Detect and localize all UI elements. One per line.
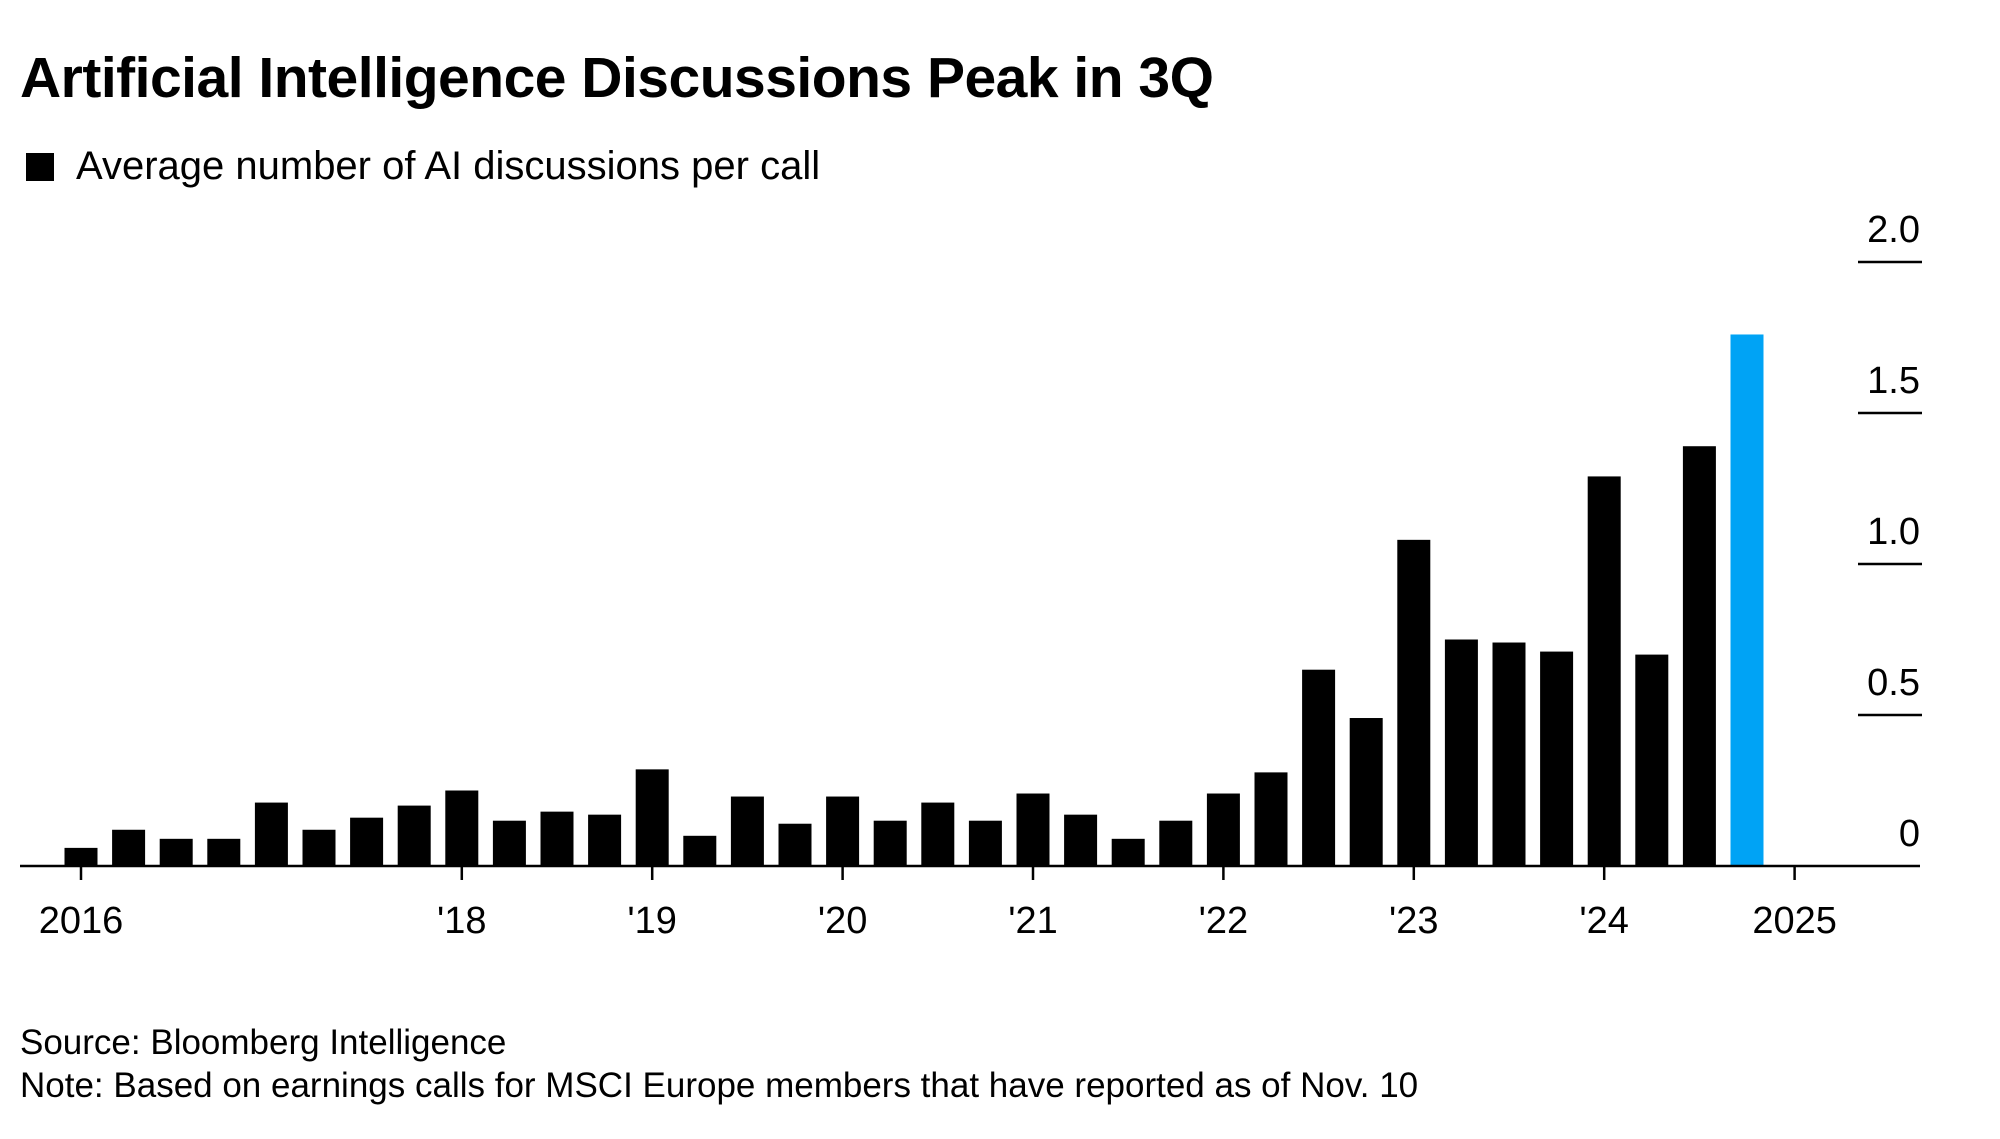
- y-tick-label: 1.5: [1867, 360, 1920, 402]
- bar: [778, 823, 812, 866]
- y-axis: 0 0.5 1.0 1.5 2.0: [1858, 209, 1922, 855]
- footnote: Note: Based on earnings calls for MSCI E…: [20, 1066, 1419, 1105]
- bar: [112, 829, 146, 866]
- bar: [1444, 639, 1478, 866]
- bar: [730, 796, 764, 866]
- bar: [1540, 651, 1574, 866]
- bar: [1397, 539, 1431, 866]
- bar: [1016, 793, 1050, 866]
- bar-chart: 00.51.01.52.0 2016'18'19'20'21'22'23'24 2…: [20, 209, 1922, 942]
- bar: [445, 790, 479, 866]
- bar: [1302, 669, 1336, 866]
- bar: [254, 802, 288, 866]
- bar: [873, 820, 907, 866]
- x-tick-label: '22: [1199, 900, 1249, 942]
- bar: [159, 838, 193, 866]
- chart-title: Artificial Intelligence Discussions Peak…: [20, 46, 1214, 110]
- x-tick-label: 2016: [39, 900, 124, 942]
- bar: [1492, 642, 1526, 866]
- bar: [1254, 772, 1288, 866]
- x-tick-label: '18: [437, 900, 487, 942]
- bar: [826, 796, 860, 866]
- x-tick-label: '20: [818, 900, 868, 942]
- x-axis: 2016 '18 '19 '20 '21 '22 '23 '24 2025: [39, 866, 1837, 942]
- x-tick-label: 2025: [1752, 900, 1837, 942]
- x-tick-label: '24: [1579, 900, 1629, 942]
- x-tick-label: '23: [1389, 900, 1439, 942]
- y-tick-label: 0: [1899, 813, 1920, 855]
- bar: [1587, 476, 1621, 866]
- bar: [635, 769, 669, 866]
- y-tick-label: 2.0: [1867, 209, 1920, 251]
- bar: [350, 817, 384, 866]
- bar: [1159, 820, 1193, 866]
- bar: [1635, 654, 1669, 866]
- bar: [207, 838, 241, 866]
- legend-swatch: [26, 152, 54, 181]
- bar: [1682, 446, 1716, 866]
- bar: [64, 847, 98, 866]
- legend-label: Average number of AI discussions per cal…: [76, 144, 821, 188]
- bar: [588, 814, 622, 866]
- legend: Average number of AI discussions per cal…: [26, 144, 820, 189]
- bar: [1349, 718, 1383, 866]
- y-tick-label: 0.5: [1867, 662, 1920, 704]
- bar: [968, 820, 1002, 866]
- bar: [540, 811, 574, 866]
- y-tick-label: 1.0: [1867, 511, 1920, 553]
- bar: [397, 805, 431, 866]
- bar: [492, 820, 526, 866]
- bar: [302, 829, 336, 866]
- bar: [1111, 838, 1145, 866]
- x-tick-label: '19: [627, 900, 677, 942]
- bar: [1064, 814, 1098, 866]
- x-tick-label: '21: [1008, 900, 1058, 942]
- bar: [1206, 793, 1240, 866]
- source-note: Source: Bloomberg Intelligence: [20, 1023, 507, 1062]
- bar: [683, 835, 717, 866]
- bar-highlighted: [1730, 334, 1764, 867]
- bars: [64, 334, 1764, 867]
- bar: [921, 802, 955, 866]
